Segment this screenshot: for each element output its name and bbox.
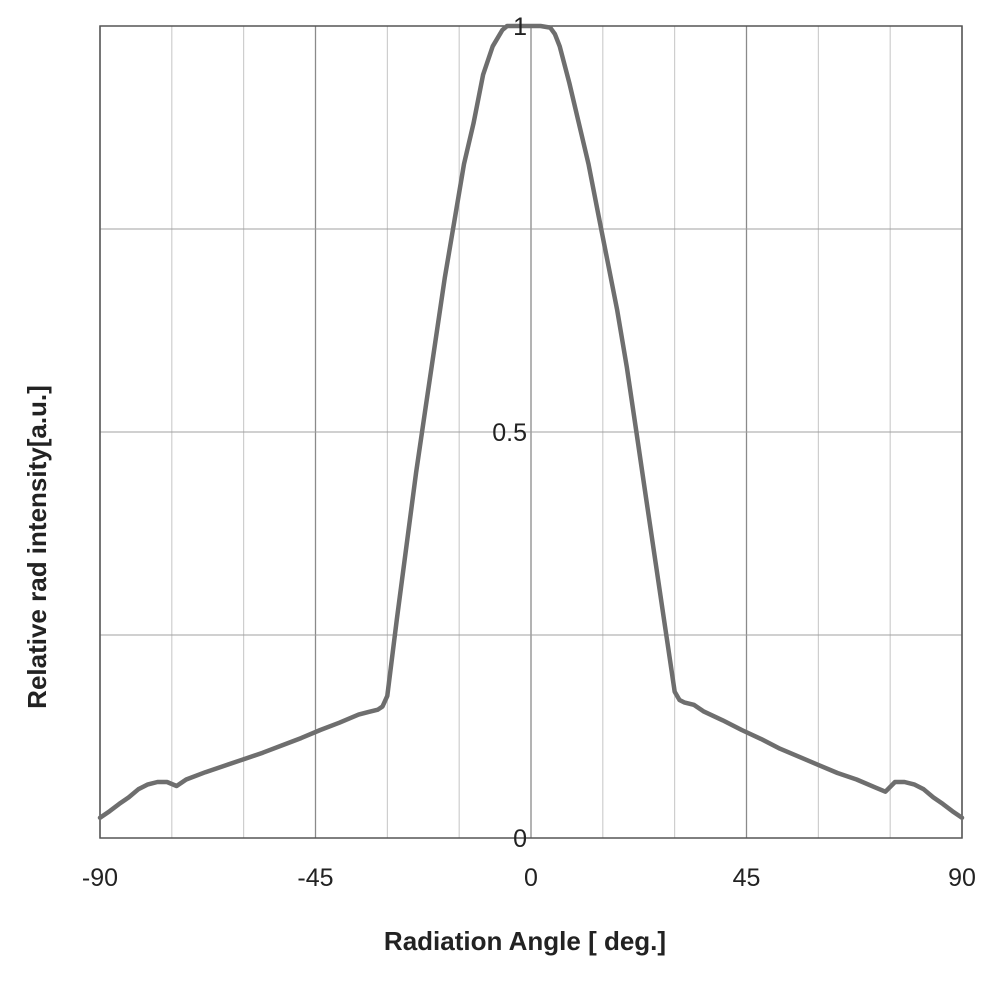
- x-tick-label: 90: [948, 864, 976, 892]
- series-line: [97, 23, 965, 820]
- series-layer: [97, 23, 965, 820]
- grid: [99, 25, 963, 839]
- y-tick-label: 0.5: [492, 419, 527, 447]
- x-tick-label: 45: [733, 864, 761, 892]
- y-axis-label: Relative rad intensity[a.u.]: [22, 385, 52, 709]
- x-tick-label: 0: [524, 864, 538, 892]
- y-tick-label: 0: [513, 825, 527, 853]
- x-axis-label: Radiation Angle [ deg.]: [384, 926, 666, 956]
- tick-labels: -90 -45 0 45 90 0 0.5 1: [82, 13, 976, 892]
- y-tick-label: 1: [513, 13, 527, 41]
- x-tick-label: -45: [297, 864, 333, 892]
- x-tick-label: -90: [82, 864, 118, 892]
